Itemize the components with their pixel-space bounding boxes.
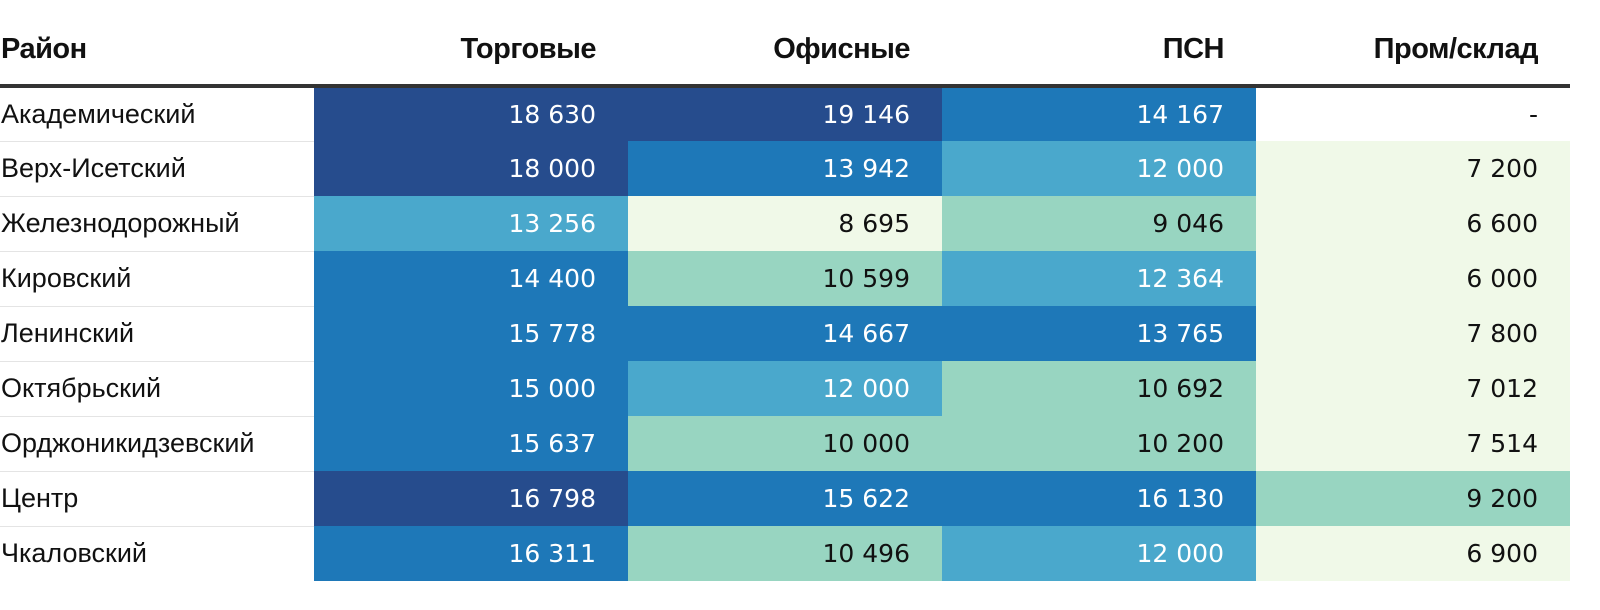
table-row: Железнодорожный 13 256 8 695 9 046 6 600 <box>0 196 1570 252</box>
column-header-psn: ПСН <box>942 0 1256 88</box>
district-name-cell: Чкаловский <box>1 538 148 569</box>
table-row: Верх-Исетский 18 000 13 942 12 000 7 200 <box>0 141 1570 197</box>
district-name-cell: Железнодорожный <box>0 196 314 252</box>
table-row: Орджоникидзевский 15 637 10 000 10 200 7 514 <box>0 416 1570 472</box>
value-cell-office: 14 667 <box>628 306 942 361</box>
district-name-cell: Ленинский <box>0 306 314 362</box>
value-cell-office: 10 599 <box>628 251 942 306</box>
value-cell-retail: 13 256 <box>314 196 628 251</box>
value-cell-industrial: 7 012 <box>1256 361 1570 416</box>
district-name-cell: Центр <box>0 471 314 527</box>
value-cell-psn: 12 000 <box>942 141 1256 196</box>
value-cell-retail: 15 000 <box>314 361 628 416</box>
value-cell-psn: 13 765 <box>942 306 1256 361</box>
table-row: Кировский 14 400 10 599 12 364 6 000 <box>0 251 1570 307</box>
table-row: Октябрьский 15 000 12 000 10 692 7 012 <box>0 361 1570 417</box>
value-cell-industrial: 6 900 <box>1256 526 1570 581</box>
value-cell-retail: 16 798 <box>314 471 628 526</box>
value-cell-office: 10 496 <box>628 526 942 581</box>
value-cell-industrial: 9 200 <box>1256 471 1570 526</box>
value-cell-industrial: 6 000 <box>1256 251 1570 306</box>
column-header-district: Район <box>0 0 314 88</box>
price-heatmap-table: Район Торговые Офисные ПСН Пром/склад Ак… <box>0 0 1570 581</box>
value-cell-retail: 15 778 <box>314 306 628 361</box>
district-name-cell: Академический <box>0 86 314 142</box>
value-cell-retail: 16 311 <box>314 526 628 581</box>
value-cell-industrial: 7 800 <box>1256 306 1570 361</box>
heatmap-table-container: Район Торговые Офисные ПСН Пром/склад Ак… <box>0 0 1570 581</box>
value-cell-industrial: - <box>1256 86 1570 141</box>
value-cell-industrial: 7 200 <box>1256 141 1570 196</box>
value-cell-retail: 18 630 <box>314 86 628 141</box>
table-row: Академический 18 630 19 146 14 167- <box>0 86 1570 142</box>
value-cell-office: 19 146 <box>628 86 942 141</box>
column-header-retail: Торговые <box>314 0 628 88</box>
value-cell-psn: 12 364 <box>942 251 1256 306</box>
header-row: Район Торговые Офисные ПСН Пром/склад <box>0 0 1570 88</box>
value-cell-psn: 12 000 <box>942 526 1256 581</box>
value-cell-psn: 9 046 <box>942 196 1256 251</box>
district-name-cell: Кировский <box>0 251 314 307</box>
value-cell-industrial: 7 514 <box>1256 416 1570 471</box>
value-cell-retail: 14 400 <box>314 251 628 306</box>
table-row: Чкаловский 16 311 10 496 12 000 6 900 <box>0 526 1570 581</box>
district-name-cell: Верх-Исетский <box>0 141 314 197</box>
value-cell-industrial: 6 600 <box>1256 196 1570 251</box>
value-cell-psn: 10 200 <box>942 416 1256 471</box>
value-cell-office: 15 622 <box>628 471 942 526</box>
table-row: Центр 16 798 15 622 16 130 9 200 <box>0 471 1570 527</box>
column-header-office: Офисные <box>628 0 942 88</box>
value-cell-retail: 15 637 <box>314 416 628 471</box>
value-cell-office: 10 000 <box>628 416 942 471</box>
value-cell-retail: 18 000 <box>314 141 628 196</box>
value-cell-office: 8 695 <box>628 196 942 251</box>
value-cell-psn: 16 130 <box>942 471 1256 526</box>
value-cell-psn: 14 167 <box>942 86 1256 141</box>
column-header-industrial: Пром/склад <box>1256 0 1570 88</box>
district-name-cell: Октябрьский <box>0 361 314 417</box>
value-cell-office: 13 942 <box>628 141 942 196</box>
table-body: Академический 18 630 19 146 14 167- Верх-Исе… <box>0 86 1570 581</box>
value-cell-office: 12 000 <box>628 361 942 416</box>
value-cell-psn: 10 692 <box>942 361 1256 416</box>
table-row: Ленинский 15 778 14 667 13 765 7 800 <box>0 306 1570 362</box>
district-name-cell: Орджоникидзевский <box>0 416 314 472</box>
